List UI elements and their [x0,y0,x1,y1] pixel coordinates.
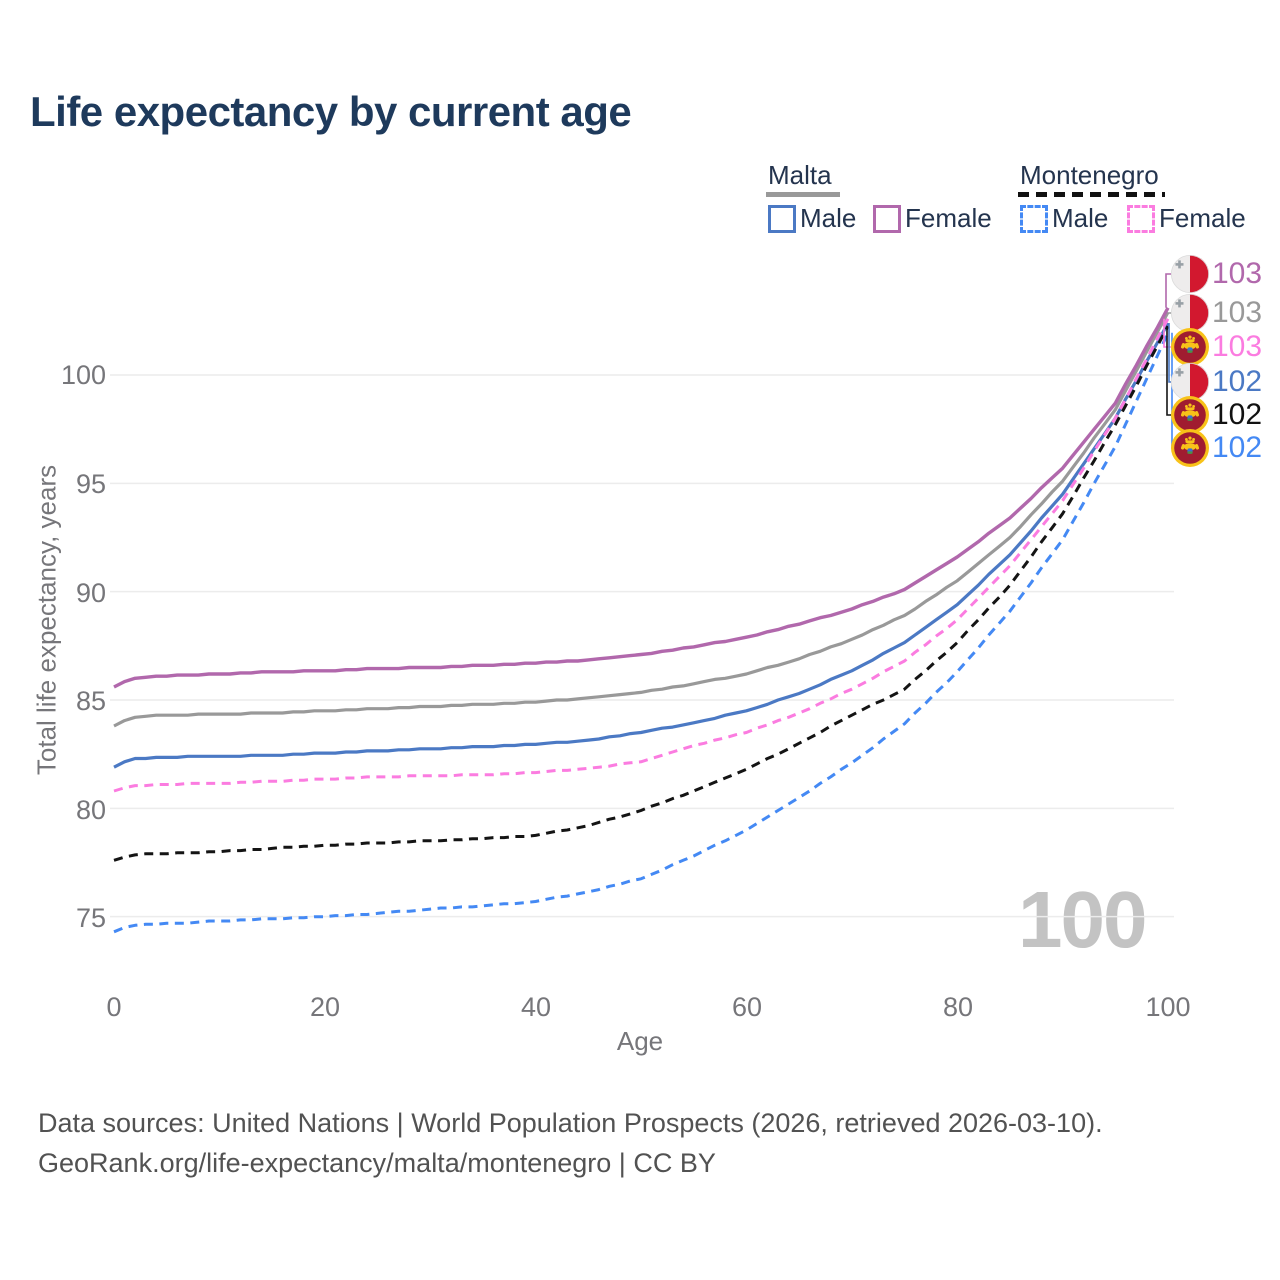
leader-line-montenegro [1166,326,1171,416]
x-axis-title: Age [616,1026,664,1056]
legend-swatch-malta-male[interactable] [768,205,796,233]
line-montenegro-female[interactable] [113,317,1170,793]
legend-swatch-montenegro-male[interactable] [1020,205,1048,233]
end-label-malta-male: 102 [1212,365,1263,398]
x-tick-100: 100 [1145,992,1191,1022]
x-tick-40: 40 [520,992,552,1022]
montenegro-flag-icon [1171,396,1209,434]
line-malta[interactable] [113,311,1170,728]
y-tick-80: 80 [75,795,106,825]
watermark-100: 100 [1018,875,1147,964]
line-malta-female[interactable] [113,306,1170,689]
y-tick-100: 100 [60,360,106,390]
legend-label-montenegro-female[interactable]: Female [1159,203,1246,233]
footer-attribution: GeoRank.org/life-expectancy/malta/monten… [38,1148,716,1178]
legend-label-malta-female[interactable]: Female [905,203,992,233]
montenegro-flag-icon [1171,328,1209,366]
legend-line-swatch-montenegro [1018,192,1165,197]
y-tick-75: 75 [75,903,106,933]
footer-sources: Data sources: United Nations | World Pop… [38,1108,1103,1138]
page-title: Life expectancy by current age [30,88,632,135]
malta-flag-icon [1170,293,1210,333]
end-label-malta: 103 [1212,296,1263,329]
line-montenegro-male[interactable] [113,332,1170,934]
montenegro-flag-icon [1171,429,1209,467]
legend-swatch-malta-female[interactable] [873,205,901,233]
x-tick-80: 80 [942,992,974,1022]
legend-line-swatch-malta [766,192,840,197]
x-tick-20: 20 [309,992,341,1022]
x-tick-60: 60 [731,992,763,1022]
legend-label-malta-male[interactable]: Male [800,203,857,233]
leader-line-malta-female [1165,273,1171,308]
end-label-montenegro-male: 102 [1212,431,1263,464]
legend-group-malta[interactable]: Malta [768,160,832,190]
malta-flag-icon [1170,254,1210,294]
line-montenegro[interactable] [113,325,1170,862]
end-label-montenegro: 102 [1212,398,1263,431]
x-tick-0: 0 [106,992,122,1022]
line-malta-male[interactable] [113,322,1170,769]
leader-line-malta-male [1168,323,1171,383]
legend-label-montenegro-male[interactable]: Male [1052,203,1109,233]
y-tick-85: 85 [75,686,106,716]
legend-group-montenegro[interactable]: Montenegro [1020,160,1159,190]
leader-line-malta [1167,312,1171,314]
end-label-montenegro-female: 103 [1212,330,1263,363]
y-tick-95: 95 [75,469,106,499]
y-tick-90: 90 [75,578,106,608]
end-label-malta-female: 103 [1212,257,1263,290]
legend-swatch-montenegro-female[interactable] [1127,205,1155,233]
